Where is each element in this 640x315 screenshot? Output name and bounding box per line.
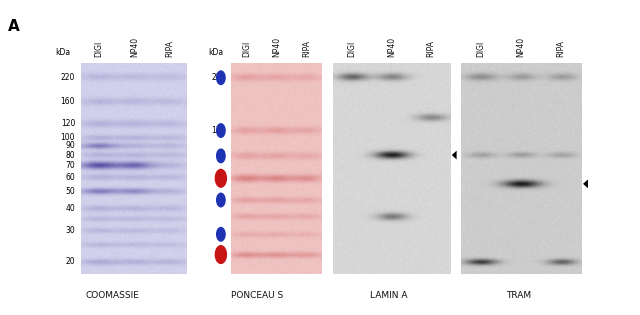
Text: RIPA: RIPA — [302, 40, 311, 57]
Text: 28: 28 — [216, 250, 226, 259]
Text: DIGI: DIGI — [242, 40, 251, 57]
Text: DIGI: DIGI — [95, 40, 104, 57]
Text: 36: 36 — [216, 230, 226, 239]
Text: 70: 70 — [65, 161, 75, 170]
Text: RIPA: RIPA — [165, 40, 174, 57]
Text: 80: 80 — [65, 151, 75, 159]
Text: RIPA: RIPA — [557, 40, 566, 57]
Circle shape — [217, 71, 225, 84]
Polygon shape — [452, 151, 456, 159]
Text: DIGI: DIGI — [348, 40, 356, 57]
Text: 72: 72 — [216, 174, 226, 183]
Text: NP40: NP40 — [516, 37, 525, 57]
Text: TRAM: TRAM — [506, 291, 531, 300]
Text: 120: 120 — [61, 119, 75, 129]
Circle shape — [217, 227, 225, 241]
Text: RIPA: RIPA — [426, 40, 435, 57]
Text: 60: 60 — [65, 173, 75, 182]
Text: 130: 130 — [212, 126, 226, 135]
Circle shape — [215, 246, 227, 263]
Polygon shape — [583, 180, 588, 188]
Circle shape — [217, 124, 225, 137]
Text: 160: 160 — [61, 97, 75, 106]
Text: 90: 90 — [65, 141, 75, 151]
Text: PONCEAU S: PONCEAU S — [232, 291, 284, 300]
Text: COOMASSIE: COOMASSIE — [85, 291, 139, 300]
Text: kDa: kDa — [208, 48, 223, 57]
Text: kDa: kDa — [55, 48, 70, 57]
Text: 100: 100 — [61, 133, 75, 142]
Text: NP40: NP40 — [272, 37, 281, 57]
Text: A: A — [8, 19, 19, 34]
Text: NP40: NP40 — [130, 37, 139, 57]
Text: 95: 95 — [216, 152, 226, 160]
Text: 20: 20 — [65, 257, 75, 266]
Text: LAMIN A: LAMIN A — [370, 291, 408, 300]
Circle shape — [215, 169, 227, 187]
Text: 220: 220 — [61, 73, 75, 82]
Text: 50: 50 — [65, 187, 75, 196]
Text: 250: 250 — [212, 73, 226, 82]
Text: NP40: NP40 — [387, 37, 396, 57]
Text: 40: 40 — [65, 204, 75, 213]
Text: 30: 30 — [65, 226, 75, 235]
Circle shape — [217, 193, 225, 207]
Text: DIGI: DIGI — [476, 40, 485, 57]
Text: 55: 55 — [216, 196, 226, 204]
Circle shape — [217, 149, 225, 163]
